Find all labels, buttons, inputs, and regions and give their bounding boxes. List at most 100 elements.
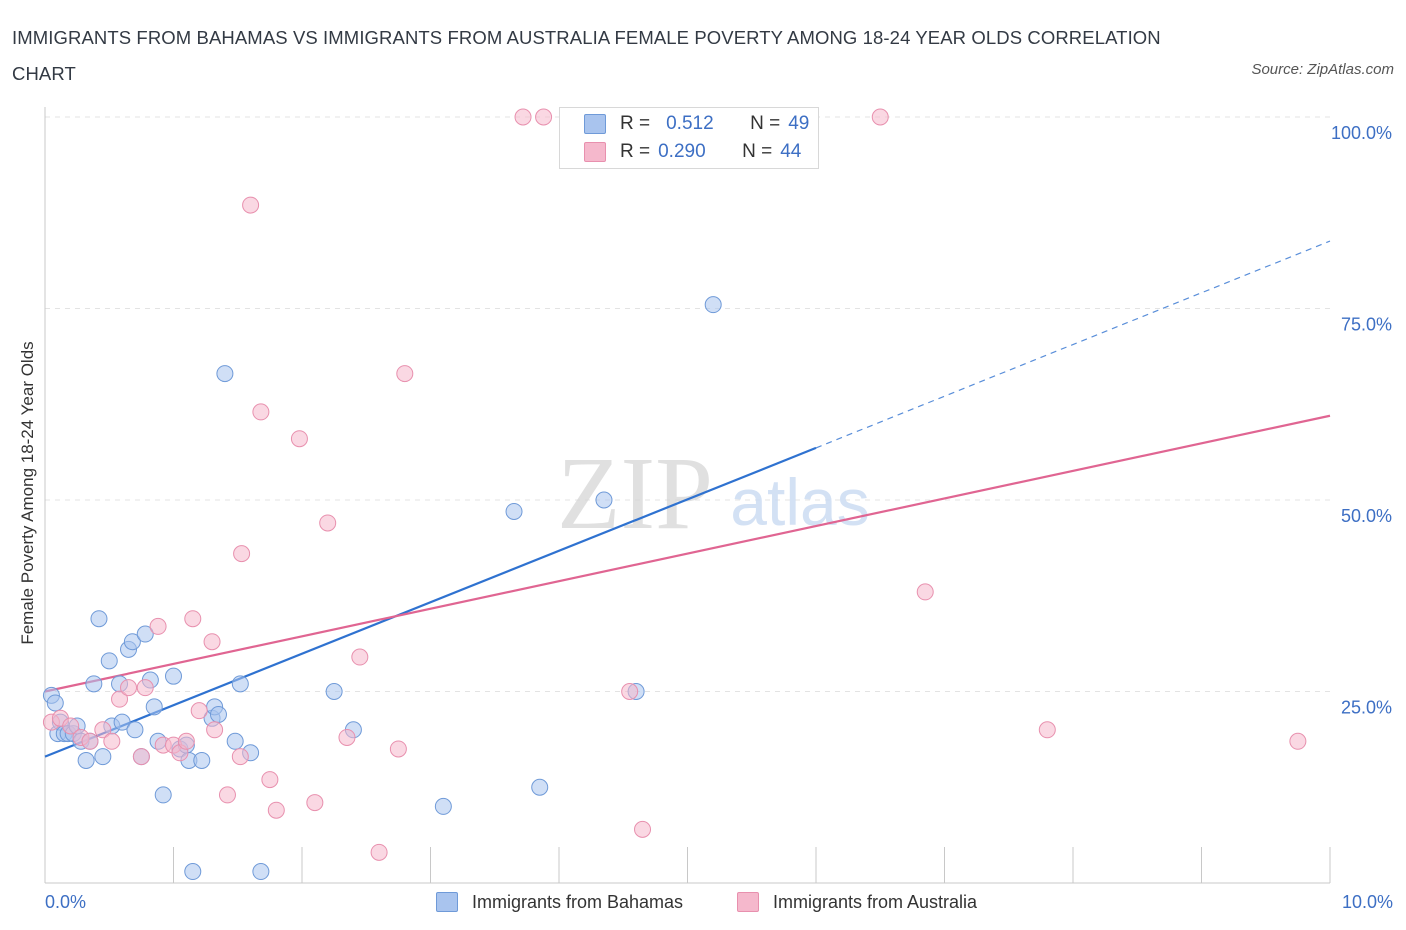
- australia-swatch: [584, 142, 606, 162]
- bahamas-point: [126, 721, 144, 739]
- bahamas-point: [77, 751, 95, 769]
- australia-legend-label: Immigrants from Australia: [773, 891, 978, 912]
- australia-point: [203, 633, 221, 651]
- bahamas-point: [85, 675, 103, 693]
- r-value: 0.512: [666, 113, 714, 134]
- australia-point: [319, 514, 337, 532]
- bahamas-point: [94, 748, 112, 766]
- bahamas-point: [90, 610, 108, 628]
- legend-row-australia: R = 0.290 N = 44: [584, 138, 801, 166]
- r-label: R =: [620, 141, 651, 162]
- bahamas-point: [531, 778, 549, 796]
- australia-trend-line: [44, 414, 1331, 693]
- australia-point: [514, 108, 532, 126]
- n-value: 44: [780, 141, 802, 162]
- australia-point: [621, 683, 639, 700]
- bahamas-legend-label: Immigrants from Bahamas: [472, 891, 684, 912]
- australia-point: [267, 801, 285, 819]
- r-value: 0.290: [658, 141, 706, 162]
- bahamas-point: [123, 633, 141, 651]
- bahamas-point: [209, 705, 227, 723]
- australia-point: [132, 748, 150, 766]
- bahamas-point: [226, 732, 244, 750]
- bahamas-point: [434, 797, 452, 815]
- australia-legend-swatch: [737, 892, 759, 912]
- australia-point: [149, 617, 167, 635]
- bahamas-point: [325, 683, 343, 700]
- australia-point: [103, 732, 121, 750]
- x-tick-label: 10.0%: [1342, 892, 1393, 912]
- bahamas-point: [165, 667, 182, 685]
- australia-point: [871, 108, 889, 126]
- australia-point: [1289, 732, 1307, 750]
- australia-point: [190, 702, 208, 720]
- trend-lines: [44, 240, 1331, 758]
- r-label: R =: [620, 113, 651, 134]
- legend-row-bahamas: R = 0.512 N = 49: [584, 110, 809, 138]
- australia-point: [370, 843, 388, 861]
- bahamas-point: [505, 502, 523, 520]
- australia-point: [111, 690, 129, 708]
- australia-point: [120, 679, 138, 697]
- stats-legend: R = 0.512 N = 49 R = 0.290 N = 44: [559, 107, 819, 169]
- australia-point: [290, 430, 308, 448]
- australia-point: [1038, 721, 1056, 739]
- bahamas-point: [252, 863, 270, 881]
- axes: [44, 107, 1331, 884]
- australia-point: [306, 794, 324, 812]
- n-label: N =: [750, 113, 781, 134]
- australia-point: [231, 748, 249, 766]
- australia-point: [916, 583, 934, 601]
- bahamas-point: [231, 675, 249, 693]
- australia-point: [81, 732, 99, 750]
- y-tick-label: 100.0%: [1331, 123, 1392, 143]
- australia-point: [261, 771, 279, 789]
- bahamas-point: [100, 652, 118, 670]
- n-label: N =: [742, 141, 773, 162]
- australia-point: [396, 365, 414, 383]
- australia-point: [634, 820, 652, 838]
- australia-point: [233, 545, 251, 563]
- bahamas-trend-line: [44, 446, 817, 758]
- watermark-zip: ZIP: [557, 436, 713, 551]
- bahamas-trend-extension: [815, 240, 1331, 449]
- chart-title: IMMIGRANTS FROM BAHAMAS VS IMMIGRANTS FR…: [12, 27, 1161, 84]
- legend-item-australia: Immigrants from Australia: [737, 887, 977, 917]
- bahamas-point: [216, 365, 234, 383]
- australia-point: [136, 679, 154, 697]
- australia-point: [94, 721, 112, 739]
- y-tick-label: 25.0%: [1341, 698, 1392, 718]
- australia-point: [242, 196, 260, 214]
- bahamas-point: [184, 863, 202, 881]
- source-credit: Source: ZipAtlas.com: [1251, 61, 1394, 78]
- y-tick-label: 75.0%: [1341, 315, 1392, 335]
- n-value: 49: [788, 113, 810, 134]
- data-points: [42, 108, 1307, 881]
- australia-point: [535, 108, 553, 126]
- bahamas-point: [154, 786, 172, 804]
- tick-labels: 25.0% 50.0% 75.0% 100.0% 0.0% 10.0%: [45, 123, 1393, 912]
- australia-point: [351, 648, 369, 666]
- bahamas-point: [595, 491, 613, 509]
- australia-point: [184, 610, 202, 628]
- grid-lines: [45, 116, 1330, 692]
- australia-point: [62, 717, 80, 735]
- bahamas-point: [113, 713, 131, 731]
- australia-point: [338, 728, 356, 746]
- bahamas-point: [46, 694, 64, 712]
- bahamas-point: [193, 751, 211, 769]
- bahamas-point: [145, 698, 163, 716]
- x-tick-label: 0.0%: [45, 892, 86, 912]
- legend-item-bahamas: Immigrants from Bahamas: [436, 887, 683, 917]
- australia-point: [218, 786, 236, 804]
- bahamas-point: [704, 296, 722, 314]
- bahamas-point: [136, 625, 154, 643]
- australia-point: [177, 732, 195, 750]
- australia-point: [389, 740, 407, 758]
- bahamas-swatch: [584, 114, 606, 134]
- australia-point: [206, 721, 224, 739]
- australia-point: [252, 403, 270, 421]
- bahamas-legend-swatch: [436, 892, 458, 912]
- watermark-atlas: atlas: [730, 465, 869, 539]
